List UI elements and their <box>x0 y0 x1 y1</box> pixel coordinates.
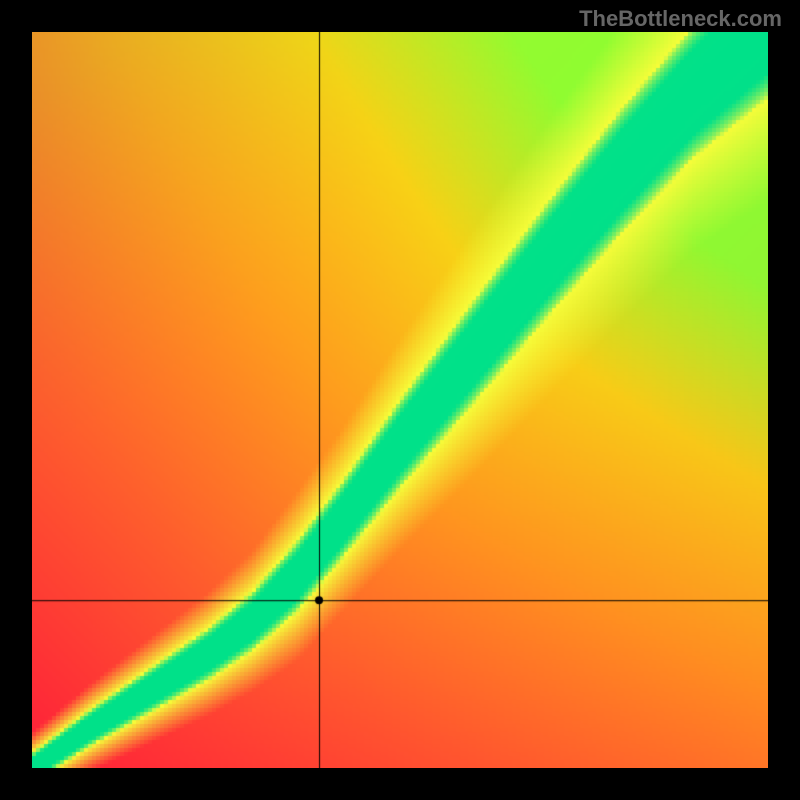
heatmap-canvas <box>32 32 768 768</box>
watermark-text: TheBottleneck.com <box>579 6 782 32</box>
